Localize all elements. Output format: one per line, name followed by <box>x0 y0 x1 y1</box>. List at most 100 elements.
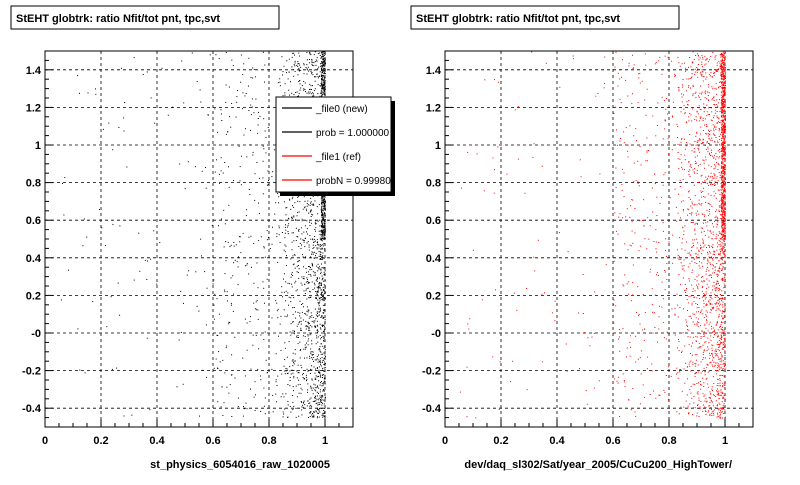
scatter-point <box>304 207 305 208</box>
scatter-point <box>151 97 152 98</box>
scatter-point <box>289 59 290 60</box>
scatter-point <box>703 386 704 387</box>
scatter-point <box>696 256 697 257</box>
scatter-point <box>303 373 304 374</box>
scatter-point <box>323 81 324 82</box>
scatter-point <box>701 338 702 339</box>
scatter-point <box>229 116 230 117</box>
scatter-point <box>718 288 719 289</box>
scatter-point <box>314 326 315 327</box>
scatter-point <box>622 59 623 60</box>
scatter-point <box>290 297 291 298</box>
scatter-point <box>307 234 308 235</box>
scatter-point <box>722 228 723 229</box>
scatter-point <box>695 93 696 94</box>
scatter-point <box>714 272 715 273</box>
scatter-point <box>256 309 257 310</box>
scatter-point <box>711 326 712 327</box>
scatter-point <box>321 74 322 75</box>
scatter-point <box>324 209 325 210</box>
scatter-point <box>324 236 325 237</box>
scatter-point <box>308 274 309 275</box>
scatter-point <box>292 365 293 366</box>
scatter-point <box>681 154 682 155</box>
scatter-point <box>212 225 213 226</box>
scatter-point <box>293 359 294 360</box>
scatter-point <box>678 144 679 145</box>
scatter-point <box>297 63 298 64</box>
scatter-point <box>302 405 303 406</box>
scatter-point <box>285 373 286 374</box>
scatter-point <box>216 359 217 360</box>
scatter-point <box>512 361 513 362</box>
scatter-point <box>264 65 265 66</box>
scatter-point <box>723 74 724 75</box>
scatter-point <box>678 152 679 153</box>
scatter-point <box>323 385 324 386</box>
scatter-point <box>290 406 291 407</box>
scatter-point <box>694 363 695 364</box>
scatter-point <box>696 67 697 68</box>
scatter-point <box>284 366 285 367</box>
scatter-point <box>705 197 706 198</box>
scatter-point <box>694 297 695 298</box>
scatter-point <box>321 209 322 210</box>
scatter-point <box>688 171 689 172</box>
scatter-point <box>319 266 320 267</box>
scatter-point <box>680 407 681 408</box>
scatter-point <box>307 203 308 204</box>
scatter-point <box>708 287 709 288</box>
scatter-point <box>711 111 712 112</box>
scatter-point <box>709 59 710 60</box>
scatter-point <box>221 114 222 115</box>
scatter-point <box>717 122 718 123</box>
scatter-point <box>177 386 178 387</box>
scatter-point <box>538 240 539 241</box>
scatter-point <box>715 396 716 397</box>
scatter-point <box>703 246 704 247</box>
scatter-point <box>631 300 632 301</box>
scatter-point <box>221 109 222 110</box>
scatter-point <box>313 252 314 253</box>
scatter-point <box>284 66 285 67</box>
scatter-point <box>325 298 326 299</box>
scatter-point <box>722 124 723 125</box>
right-title: StEHT globtrk: ratio Nfit/tot pnt, tpc,s… <box>416 13 620 25</box>
scatter-point <box>323 218 324 219</box>
scatter-point <box>723 130 724 131</box>
scatter-point <box>112 149 113 150</box>
scatter-point <box>687 329 688 330</box>
scatter-point <box>237 90 238 91</box>
scatter-point <box>299 321 300 322</box>
scatter-point <box>689 278 690 279</box>
scatter-point <box>713 415 714 416</box>
scatter-point <box>310 349 311 350</box>
scatter-point <box>719 172 720 173</box>
scatter-point <box>665 172 666 173</box>
scatter-point <box>714 334 715 335</box>
scatter-point <box>311 223 312 224</box>
scatter-point <box>723 405 724 406</box>
scatter-point <box>156 284 157 285</box>
scatter-point <box>318 288 319 289</box>
scatter-point <box>682 351 683 352</box>
scatter-point <box>321 285 322 286</box>
scatter-point <box>293 390 294 391</box>
y-tick-label: 1.2 <box>26 102 41 114</box>
scatter-point <box>711 277 712 278</box>
scatter-point <box>718 416 719 417</box>
scatter-point <box>705 91 706 92</box>
scatter-point <box>697 325 698 326</box>
scatter-point <box>704 163 705 164</box>
scatter-point <box>716 94 717 95</box>
scatter-point <box>684 259 685 260</box>
scatter-point <box>298 343 299 344</box>
scatter-point <box>664 128 665 129</box>
scatter-point <box>310 212 311 213</box>
scatter-point <box>323 331 324 332</box>
scatter-point <box>711 150 712 151</box>
scatter-point <box>323 336 324 337</box>
scatter-point <box>691 222 692 223</box>
scatter-point <box>681 139 682 140</box>
scatter-point <box>701 74 702 75</box>
